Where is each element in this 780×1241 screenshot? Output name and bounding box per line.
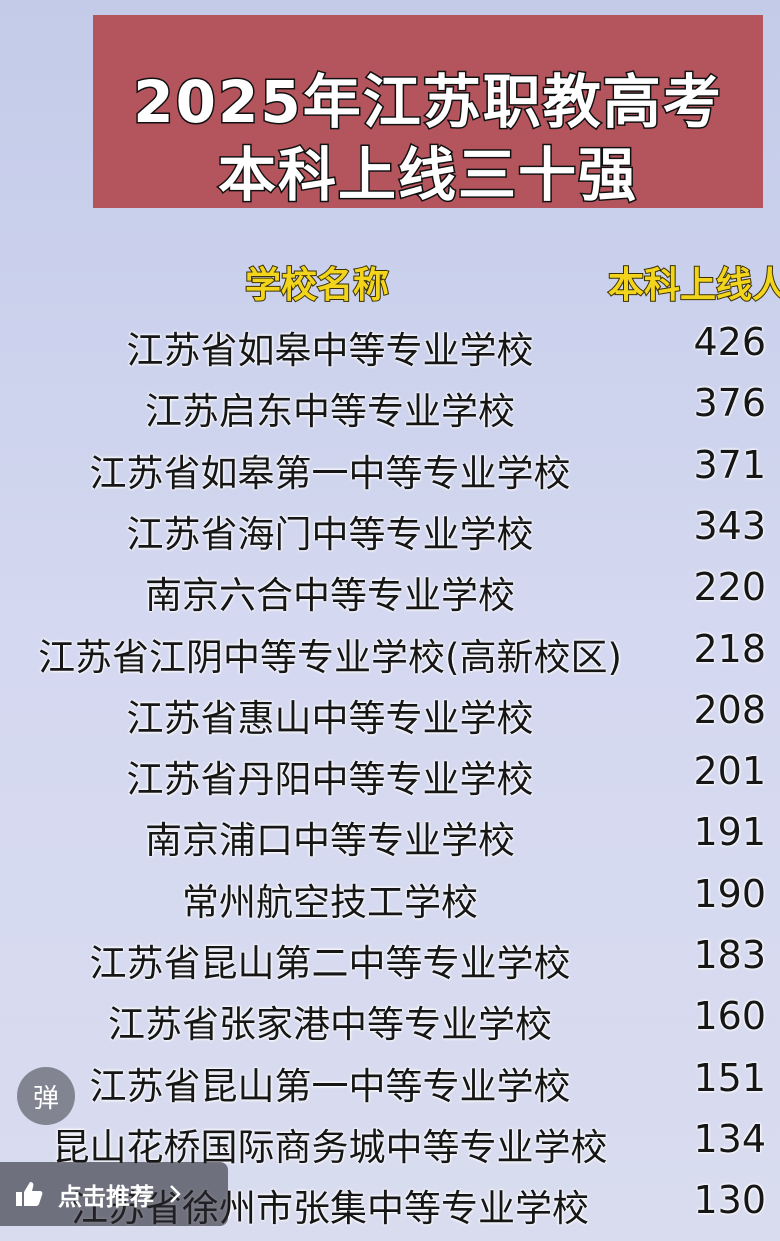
title-banner: 2025年江苏职教高考 本科上线三十强 xyxy=(93,15,763,211)
school-name: 江苏省昆山第二中等专业学校 xyxy=(89,942,571,985)
recommend-button[interactable]: 点击推荐 xyxy=(0,1162,228,1226)
admission-count: 426 xyxy=(693,320,766,364)
admission-count: 151 xyxy=(693,1055,766,1100)
admission-count: 201 xyxy=(693,749,766,794)
school-name: 江苏省惠山中等专业学校 xyxy=(126,696,534,740)
admission-count: 190 xyxy=(693,871,766,916)
school-name: 江苏省如皋第一中等专业学校 xyxy=(89,451,571,495)
school-name: 江苏省海门中等专业学校 xyxy=(126,512,534,556)
title-line: 本科上线三十强 xyxy=(216,140,638,211)
danmaku-button[interactable]: 弹 xyxy=(17,1067,75,1125)
admission-count: 371 xyxy=(693,442,766,487)
chevron-icon xyxy=(170,1185,181,1203)
column-header: 学校名称 xyxy=(244,264,390,307)
admission-count: 218 xyxy=(693,626,766,671)
school-name: 江苏省江阴中等专业学校(高新校区) xyxy=(38,635,622,679)
school-name: 南京浦口中等专业学校 xyxy=(145,819,515,863)
school-name: 昆山花桥国际商务城中等专业学校 xyxy=(52,1125,608,1169)
admission-count: 376 xyxy=(693,381,766,426)
title-line: 2025年江苏职教高考 xyxy=(132,67,723,138)
admission-count: 191 xyxy=(693,810,766,855)
school-name: 江苏省如皋中等专业学校 xyxy=(126,329,534,372)
admission-count: 130 xyxy=(693,1178,766,1223)
admission-count: 208 xyxy=(693,687,766,732)
column-header: 本科上线人 xyxy=(607,264,780,307)
admission-count: 343 xyxy=(693,503,766,548)
admission-count: 134 xyxy=(693,1116,766,1161)
school-name: 江苏省丹阳中等专业学校 xyxy=(126,758,534,802)
admission-count: 220 xyxy=(693,565,766,610)
thumb-icon xyxy=(16,1182,43,1206)
school-name: 南京六合中等专业学校 xyxy=(145,574,515,618)
recommend-label: 点击推荐 xyxy=(58,1182,154,1211)
school-name: 江苏省昆山第一中等专业学校 xyxy=(89,1064,571,1108)
school-name: 常州航空技工学校 xyxy=(182,880,478,924)
admission-count: 183 xyxy=(693,933,766,977)
admission-count: 160 xyxy=(693,994,766,1039)
school-name: 江苏启东中等专业学校 xyxy=(145,390,515,434)
school-name: 江苏省张家港中等专业学校 xyxy=(108,1003,552,1047)
